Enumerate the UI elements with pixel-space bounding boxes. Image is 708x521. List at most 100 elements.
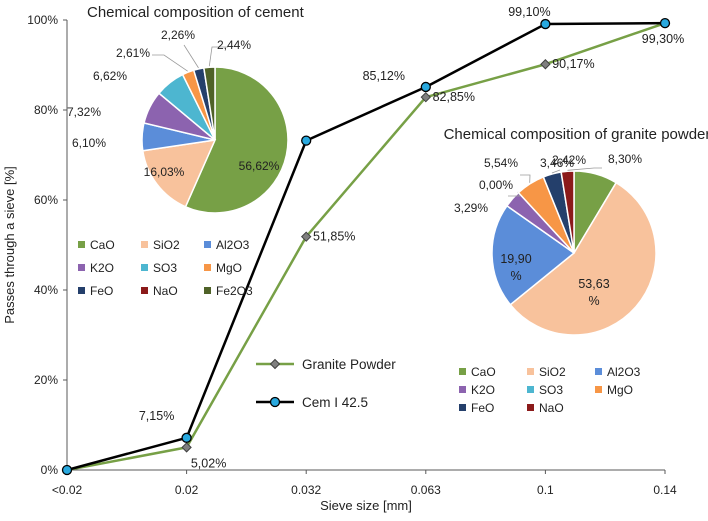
data-point-granite-powder [181,442,192,453]
legend-marker-granite-powder [269,358,281,370]
legend-swatch-nao [141,287,148,294]
legend-swatch-cao [459,368,466,375]
data-label-cem-i-42-5: 99,10% [508,5,550,19]
slice-label-mgo: 5,54% [484,156,518,170]
series-markers-group [61,17,671,476]
legend-label-k2o: K2O [90,261,114,275]
legend-label-cem-i-42-5: Cem I 42.5 [302,395,368,410]
slice-label-so3: 6,62% [93,69,127,83]
y-tick-label: 20% [34,373,58,387]
legend-swatch-so3 [141,264,148,271]
legend-swatch-al2o3 [204,241,211,248]
legend-label-al2o3: Al2O3 [216,238,250,252]
legend-swatch-sio2 [141,241,148,248]
legend-marker-cem-i-42-5 [269,396,281,408]
legend-swatch-k2o [78,264,85,271]
legend-swatch-mgo [595,386,602,393]
data-point-cem-i-42-5 [659,17,671,29]
legend-label-feo: FeO [90,284,113,298]
pie-slice-fe2o3 [202,66,216,141]
slice-label-al2o3: 19,90% [500,252,531,283]
pie-slice-sio2 [141,139,217,208]
y-axis-title: Passes through a sieve [%] [2,166,17,324]
legend-swatch-feo [459,404,466,411]
legend-swatch-cao [78,241,85,248]
point-labels-group: 5,02% 51,85% 82,85% 90,17% 7,15% 85,12% 99,10%… [139,5,684,470]
leader-line [208,46,228,67]
legend-swatch-k2o [459,386,466,393]
leader-line [183,44,199,69]
legend-label-so3: SO3 [539,383,563,397]
data-label-cem-i-42-5: 7,15% [139,409,174,423]
data-point-cem-i-42-5 [540,18,551,30]
legend-label-cao: CaO [471,365,496,379]
slice-label-cao: 8,30% [608,152,642,166]
legend-swatch-sio2 [527,368,534,375]
granite-pie-group: Chemical composition of granite powder 8,… [444,126,708,415]
legend-label-cao: CaO [90,238,115,252]
data-point-granite-powder [540,59,551,70]
data-point-cem-i-42-5 [61,464,73,476]
legend-label-sio2: SiO2 [153,238,180,252]
leader-line [520,174,531,183]
pie-slice-al2o3 [491,204,576,306]
legend-label-so3: SO3 [153,261,177,275]
x-axis-title: Sieve size [mm] [320,498,412,513]
leader-line [567,167,602,171]
data-point-cem-i-42-5 [420,81,431,93]
slice-label-feo: 2,26% [161,28,195,42]
line-legend-group: Granite Powder Cem I 42.5 [256,357,396,410]
leader-line [152,54,188,72]
legend-swatch-al2o3 [595,368,602,375]
y-tick-label: 100% [27,13,58,27]
slice-label-feo: 3,46% [540,156,574,170]
data-point-granite-powder [300,231,312,242]
legend-label-granite-powder: Granite Powder [302,357,396,372]
legend-label-nao: NaO [153,284,178,298]
slice-label-nao: 2,42% [552,153,586,167]
legend-label-mgo: MgO [607,383,633,397]
legend-swatch-nao [527,404,534,411]
cement-pie-group: Chemical composition of cement 56,62% 16,0… [67,4,305,298]
slice-label-k2o: 3,29% [454,201,488,215]
slice-label-sio2: 16,03% [144,165,185,179]
data-label-granite-powder: 82,85% [433,90,475,104]
legend-swatch-fe2o3 [204,287,211,294]
data-label-granite-powder: 51,85% [313,230,355,244]
slice-label-sio2: 53,63% [578,277,609,308]
pie-slice-cao [184,66,289,214]
legend-swatch-so3 [527,386,534,393]
legend-swatch-mgo [204,264,211,271]
data-point-cem-i-42-5 [181,432,192,443]
series-line-granite-powder [66,21,666,472]
series-line-cem-i-42-5 [66,21,666,472]
legend-label-nao: NaO [539,401,564,415]
data-label-cem-i-42-5: 99,30% [642,32,684,46]
x-tick-label: 0.02 [175,483,199,497]
x-tick-label: 0.14 [653,483,677,497]
pie-title: Chemical composition of granite powder [444,126,708,143]
legend-label-al2o3: Al2O3 [607,365,641,379]
pie-title: Chemical composition of cement [87,4,305,21]
axes-group: 0% 20% 40% 60% 80% 100% <0.02 0.02 0.032 0.063 0.1… [2,13,677,513]
x-tick-label: 0.063 [411,483,441,497]
data-label-granite-powder: 5,02% [191,456,226,470]
x-tick-label: 0.1 [537,483,554,497]
legend-label-sio2: SiO2 [539,365,566,379]
leader-line [551,169,561,174]
legend-label-k2o: K2O [471,383,495,397]
x-tick-label: <0.02 [52,483,83,497]
data-label-granite-powder: 90,17% [552,57,594,71]
slice-label-k2o: 7,32% [67,105,101,119]
data-label-cem-i-42-5: 85,12% [363,69,405,83]
x-tick-label: 0.032 [291,483,321,497]
slice-label-cao: 56,62% [239,159,280,173]
pie-slice-sio2 [509,181,657,336]
data-point-granite-powder [420,91,432,103]
legend-label-feo: FeO [471,401,494,415]
legend-label-mgo: MgO [216,261,242,275]
y-tick-label: 60% [34,193,58,207]
y-tick-label: 0% [41,463,59,477]
